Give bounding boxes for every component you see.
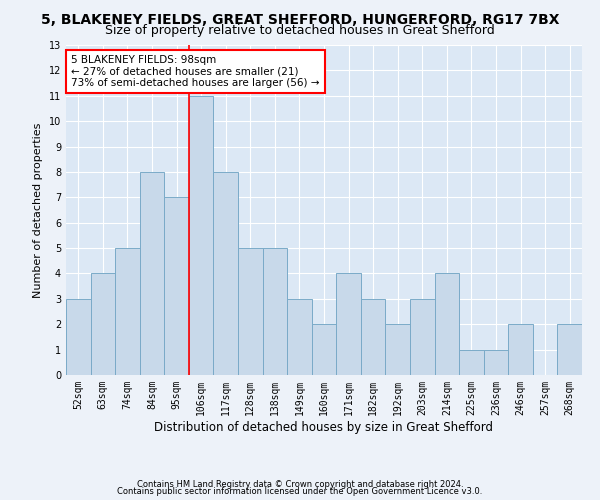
Bar — [115, 248, 140, 375]
Bar — [361, 299, 385, 375]
Bar — [263, 248, 287, 375]
X-axis label: Distribution of detached houses by size in Great Shefford: Distribution of detached houses by size … — [155, 420, 493, 434]
Y-axis label: Number of detached properties: Number of detached properties — [33, 122, 43, 298]
Bar — [91, 274, 115, 375]
Bar — [557, 324, 582, 375]
Bar — [164, 198, 189, 375]
Bar — [508, 324, 533, 375]
Text: 5, BLAKENEY FIELDS, GREAT SHEFFORD, HUNGERFORD, RG17 7BX: 5, BLAKENEY FIELDS, GREAT SHEFFORD, HUNG… — [41, 12, 559, 26]
Bar — [410, 299, 434, 375]
Bar — [238, 248, 263, 375]
Text: Contains public sector information licensed under the Open Government Licence v3: Contains public sector information licen… — [118, 488, 482, 496]
Bar — [214, 172, 238, 375]
Text: Contains HM Land Registry data © Crown copyright and database right 2024.: Contains HM Land Registry data © Crown c… — [137, 480, 463, 489]
Text: Size of property relative to detached houses in Great Shefford: Size of property relative to detached ho… — [105, 24, 495, 37]
Bar — [434, 274, 459, 375]
Bar — [312, 324, 336, 375]
Bar — [66, 299, 91, 375]
Bar — [459, 350, 484, 375]
Bar — [189, 96, 214, 375]
Bar — [287, 299, 312, 375]
Bar — [484, 350, 508, 375]
Bar — [385, 324, 410, 375]
Text: 5 BLAKENEY FIELDS: 98sqm
← 27% of detached houses are smaller (21)
73% of semi-d: 5 BLAKENEY FIELDS: 98sqm ← 27% of detach… — [71, 55, 320, 88]
Bar — [140, 172, 164, 375]
Bar — [336, 274, 361, 375]
